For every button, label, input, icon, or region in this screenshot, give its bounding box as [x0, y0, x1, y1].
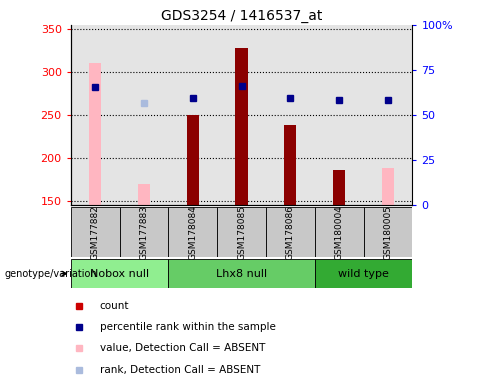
- Bar: [266, 25, 315, 205]
- Text: GSM178084: GSM178084: [188, 205, 197, 260]
- Text: count: count: [100, 301, 129, 311]
- Bar: [186, 115, 199, 205]
- Bar: [235, 48, 247, 205]
- Bar: [168, 259, 315, 288]
- Text: value, Detection Call = ABSENT: value, Detection Call = ABSENT: [100, 343, 265, 354]
- Text: Lhx8 null: Lhx8 null: [216, 268, 267, 279]
- Bar: [71, 259, 168, 288]
- Title: GDS3254 / 1416537_at: GDS3254 / 1416537_at: [161, 8, 322, 23]
- Bar: [138, 184, 150, 205]
- Text: wild type: wild type: [338, 268, 389, 279]
- Bar: [315, 207, 364, 257]
- Text: percentile rank within the sample: percentile rank within the sample: [100, 322, 276, 333]
- Bar: [168, 25, 217, 205]
- Bar: [217, 25, 266, 205]
- Bar: [266, 207, 315, 257]
- Bar: [284, 125, 297, 205]
- Text: genotype/variation: genotype/variation: [5, 268, 98, 279]
- Bar: [217, 207, 266, 257]
- Bar: [120, 207, 168, 257]
- Text: GSM178086: GSM178086: [286, 205, 295, 260]
- Bar: [71, 207, 120, 257]
- Bar: [168, 207, 217, 257]
- Text: GSM180005: GSM180005: [384, 205, 392, 260]
- Bar: [71, 25, 120, 205]
- Bar: [364, 25, 412, 205]
- Bar: [315, 259, 412, 288]
- Text: GSM178085: GSM178085: [237, 205, 246, 260]
- Text: GSM177882: GSM177882: [91, 205, 100, 260]
- Text: GSM180004: GSM180004: [335, 205, 344, 260]
- Bar: [333, 170, 345, 205]
- Bar: [382, 169, 394, 205]
- Text: GSM177883: GSM177883: [140, 205, 148, 260]
- Bar: [315, 25, 364, 205]
- Bar: [89, 63, 102, 205]
- Text: rank, Detection Call = ABSENT: rank, Detection Call = ABSENT: [100, 364, 260, 375]
- Bar: [364, 207, 412, 257]
- Text: Nobox null: Nobox null: [90, 268, 149, 279]
- Bar: [120, 25, 168, 205]
